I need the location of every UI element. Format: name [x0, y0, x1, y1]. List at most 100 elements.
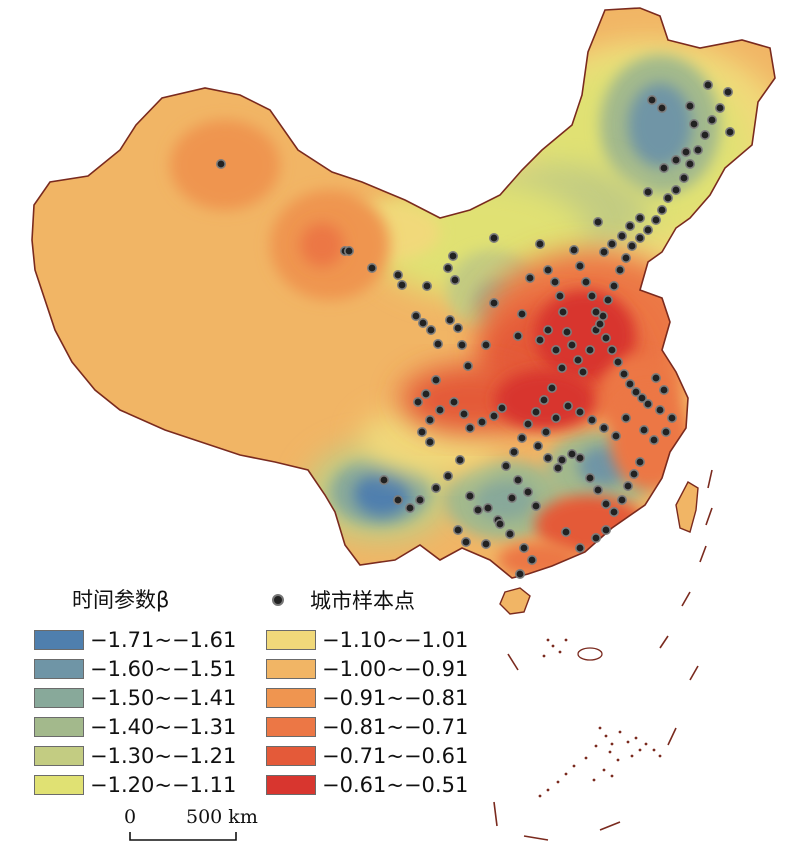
- island-speck: [542, 654, 546, 658]
- boundary-dash: [493, 801, 498, 827]
- city-point: [534, 239, 545, 250]
- city-point: [634, 213, 645, 224]
- boundary-dash: [667, 727, 677, 746]
- island-speck: [604, 734, 608, 738]
- city-point: [532, 440, 543, 451]
- city-point: [464, 422, 475, 433]
- legend-label: −1.00~−0.91: [322, 657, 469, 681]
- legend-swatch: [266, 717, 316, 737]
- city-point: [574, 260, 585, 271]
- city-point: [452, 322, 463, 333]
- city-point: [656, 103, 667, 114]
- city-point: [530, 406, 541, 417]
- city-point: [620, 412, 631, 423]
- city-point: [550, 344, 561, 355]
- boundary-dash: [523, 835, 549, 841]
- city-point: [554, 290, 565, 301]
- city-point: [556, 362, 567, 373]
- island-speck: [634, 736, 638, 740]
- city-point: [460, 536, 471, 547]
- city-point: [642, 187, 653, 198]
- city-point: [594, 318, 605, 329]
- legend-label: −1.50~−1.41: [90, 686, 237, 710]
- city-point: [476, 416, 487, 427]
- legend-item: −0.71~−0.61: [266, 744, 468, 768]
- legend-item: −0.91~−0.81: [266, 686, 468, 710]
- city-point: [616, 494, 627, 505]
- city-point: [670, 155, 681, 166]
- legend-label: −1.60~−1.51: [90, 657, 237, 681]
- island-speck: [546, 638, 550, 642]
- city-point: [608, 280, 619, 291]
- city-point: [542, 452, 553, 463]
- city-point: [552, 462, 563, 473]
- city-point: [412, 396, 423, 407]
- city-point: [432, 338, 443, 349]
- legend-swatch: [34, 717, 84, 737]
- legend-item: −0.61~−0.51: [266, 773, 468, 797]
- legend-swatch: [34, 746, 84, 766]
- city-point: [516, 308, 527, 319]
- city-point: [642, 398, 653, 409]
- city-point: [650, 372, 661, 383]
- city-point: [656, 205, 667, 216]
- island-speck: [658, 754, 662, 758]
- island-speck: [592, 778, 596, 782]
- island-speck: [598, 726, 602, 730]
- city-point: [650, 215, 661, 226]
- city-point: [692, 145, 703, 156]
- city-point: [634, 233, 645, 244]
- city-point: [488, 410, 499, 421]
- city-point: [586, 290, 597, 301]
- city-point: [618, 368, 629, 379]
- south-china-sea-islands: [493, 469, 713, 841]
- legend-label: −0.71~−0.61: [322, 744, 469, 768]
- legend-label: −1.10~−1.01: [322, 628, 469, 652]
- city-point: [522, 418, 533, 429]
- island-speck: [551, 644, 555, 648]
- city-point: [421, 280, 432, 291]
- city-point: [216, 159, 227, 170]
- island-speck: [564, 638, 568, 642]
- city-point: [512, 330, 523, 341]
- boundary-dash: [599, 821, 621, 831]
- city-point: [606, 344, 617, 355]
- city-point: [444, 314, 455, 325]
- legend-swatch: [34, 659, 84, 679]
- city-point: [430, 482, 441, 493]
- city-point: [452, 524, 463, 535]
- legend-title: 时间参数β: [72, 588, 170, 612]
- city-point: [616, 231, 627, 242]
- city-points-label: 城市样本点: [310, 589, 415, 613]
- city-point: [508, 446, 519, 457]
- city-point: [458, 408, 469, 419]
- city-point: [566, 339, 577, 350]
- city-point: [480, 339, 491, 350]
- city-point: [530, 500, 541, 511]
- city-point: [562, 400, 573, 411]
- island-speck: [608, 750, 612, 754]
- city-point: [624, 378, 635, 389]
- scale-zero-label: 0: [124, 806, 137, 828]
- city-point: [688, 119, 699, 130]
- city-point: [538, 394, 549, 405]
- city-point: [542, 264, 553, 275]
- city-point: [425, 324, 436, 335]
- island-speck: [564, 772, 568, 776]
- surface-zone: [475, 480, 535, 520]
- city-point: [628, 468, 639, 479]
- city-point: [448, 396, 459, 407]
- boundary-dash: [507, 653, 519, 671]
- city-point: [396, 279, 407, 290]
- city-point: [612, 356, 623, 367]
- city-point: [580, 276, 591, 287]
- city-point: [494, 518, 505, 529]
- city-point: [512, 474, 523, 485]
- legend-label: −0.61~−0.51: [322, 773, 469, 797]
- island-speck: [638, 748, 642, 752]
- reef-outline: [577, 647, 603, 661]
- boundary-dash: [689, 665, 699, 681]
- legend-swatch: [266, 775, 316, 795]
